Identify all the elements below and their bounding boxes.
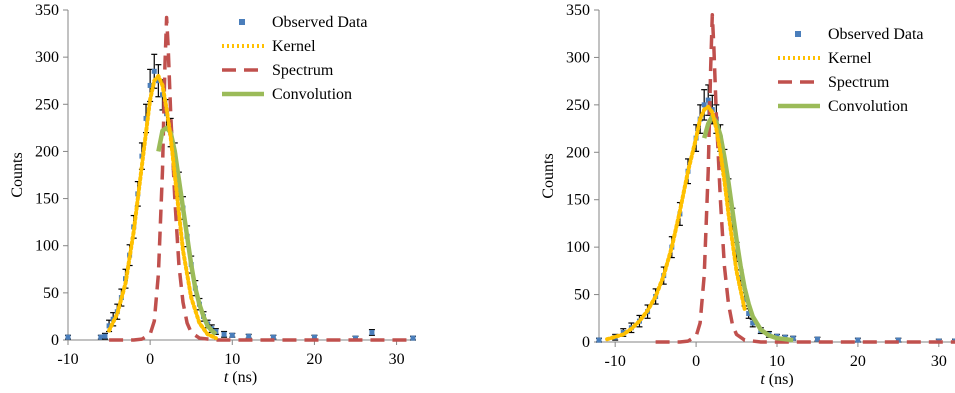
observed-point	[151, 68, 157, 74]
observed-point	[65, 334, 71, 340]
x-tick-label: 20	[850, 353, 866, 370]
observed-point	[742, 296, 748, 302]
observed-point	[102, 333, 108, 339]
observed-point	[855, 337, 861, 343]
y-tick-label: 350	[566, 2, 590, 19]
chart-legend: Observed Data Kernel Spectrum Convolution	[222, 14, 368, 103]
y-tick-label: 350	[35, 2, 59, 19]
chart-left-svg: 0 50 100 150 200 250 300 350 -10 0 10 20 30 Counts t (…	[9, 2, 416, 386]
y-tick-label: 200	[35, 143, 59, 160]
y-axis-title: Counts	[540, 153, 557, 198]
x-tick-label: 10	[769, 353, 785, 370]
observed-point	[746, 311, 752, 317]
spectrum-line	[655, 12, 955, 344]
legend-label: Kernel	[828, 50, 872, 67]
observed-point	[106, 323, 112, 329]
chart-panel-right: 0 50 100 150 200 250 300 350 -10 0 10 20 30 Counts t (…	[478, 0, 955, 393]
y-tick-label: 300	[35, 49, 59, 66]
y-tick-label: 150	[566, 192, 590, 209]
x-tick-label: 30	[931, 353, 947, 370]
x-axis-title: t (ns)	[760, 371, 793, 388]
legend-label: Convolution	[828, 98, 908, 115]
x-axis-title: t (ns)	[224, 369, 257, 386]
observed-point	[701, 102, 707, 108]
legend-label: Convolution	[272, 86, 352, 103]
y-tick-label: 0	[51, 332, 59, 349]
y-tick-label: 300	[566, 49, 590, 66]
chart-panel-left: 0 50 100 150 200 250 300 350 -10 0 10 20 30 Counts t (…	[0, 0, 477, 393]
y-tick-label: 100	[566, 239, 590, 256]
observed-point	[410, 335, 416, 341]
y-axis-title: Counts	[9, 152, 26, 197]
x-tick-label: 0	[146, 351, 154, 368]
observed-point	[750, 320, 756, 326]
observed-point	[596, 337, 602, 343]
observed-point	[353, 335, 358, 341]
observed-point	[311, 334, 317, 340]
observed-point	[369, 329, 375, 335]
legend-swatch-observed	[795, 31, 801, 37]
x-tick-label: 20	[306, 351, 322, 368]
legend-label: Observed Data	[272, 14, 368, 31]
kernel-line	[107, 74, 218, 341]
legend-label: Spectrum	[828, 74, 890, 91]
y-tick-label: 250	[35, 96, 59, 113]
observed-point	[895, 337, 901, 343]
y-tick-label: 200	[566, 144, 590, 161]
chart-right-svg: 0 50 100 150 200 250 300 350 -10 0 10 20 30 Counts t (…	[540, 2, 955, 388]
legend-swatch-observed	[239, 19, 245, 25]
y-tick-label: 150	[35, 191, 59, 208]
spectrum-line	[109, 15, 413, 342]
observed-point	[246, 333, 252, 339]
convolution-line	[702, 113, 794, 343]
observed-data-series	[65, 53, 416, 341]
y-tick-label: 100	[35, 238, 59, 255]
chart-legend: Observed Data Kernel Spectrum Convolution	[778, 26, 924, 115]
observed-point	[270, 334, 276, 340]
legend-label: Kernel	[272, 38, 316, 55]
observed-point	[98, 334, 104, 340]
observed-point	[705, 97, 711, 103]
observed-point	[147, 82, 153, 88]
x-tick-label: 10	[224, 351, 240, 368]
observed-point	[221, 331, 227, 337]
legend-label: Spectrum	[272, 62, 334, 79]
y-tick-label: 50	[43, 285, 59, 302]
y-tick-label: 250	[566, 97, 590, 114]
x-tick-label: 30	[389, 351, 405, 368]
x-tick-label: -10	[57, 351, 78, 368]
convolution-line	[156, 125, 218, 336]
observed-point	[229, 332, 235, 338]
y-tick-label: 50	[574, 287, 590, 304]
legend-label: Observed Data	[828, 26, 924, 43]
observed-point	[814, 336, 820, 342]
x-tick-label: 0	[692, 353, 700, 370]
x-tick-label: -10	[605, 353, 626, 370]
kernel-line	[605, 104, 747, 342]
y-tick-label: 0	[582, 334, 590, 351]
